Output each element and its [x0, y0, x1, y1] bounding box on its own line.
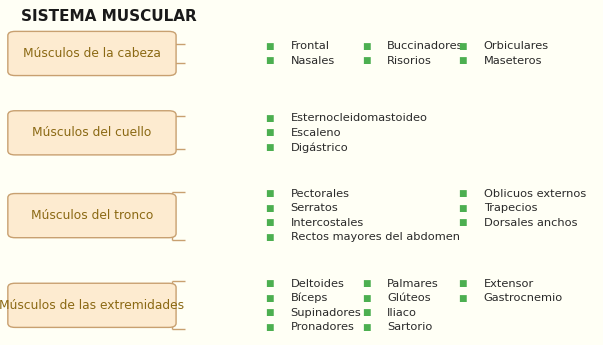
- Text: ■: ■: [362, 323, 370, 332]
- Text: ■: ■: [265, 308, 274, 317]
- Text: ■: ■: [362, 308, 370, 317]
- Text: Frontal: Frontal: [291, 41, 330, 51]
- Text: ■: ■: [362, 56, 370, 65]
- Text: ■: ■: [458, 189, 467, 198]
- Text: ■: ■: [265, 143, 274, 152]
- Text: Dorsales anchos: Dorsales anchos: [484, 218, 577, 228]
- Text: ■: ■: [265, 233, 274, 242]
- Text: Músculos de las extremidades: Músculos de las extremidades: [0, 299, 185, 312]
- Text: ■: ■: [458, 204, 467, 213]
- FancyBboxPatch shape: [8, 111, 176, 155]
- Text: SISTEMA MUSCULAR: SISTEMA MUSCULAR: [21, 9, 197, 23]
- Text: ■: ■: [265, 204, 274, 213]
- Text: Sartorio: Sartorio: [387, 322, 432, 332]
- Text: Serratos: Serratos: [291, 204, 338, 213]
- Text: ■: ■: [265, 218, 274, 227]
- Text: Palmares: Palmares: [387, 279, 439, 288]
- Text: ■: ■: [265, 42, 274, 51]
- Text: Extensor: Extensor: [484, 279, 534, 288]
- Text: Supinadores: Supinadores: [291, 308, 361, 317]
- FancyBboxPatch shape: [8, 283, 176, 327]
- Text: ■: ■: [458, 294, 467, 303]
- Text: ■: ■: [458, 56, 467, 65]
- Text: ■: ■: [362, 42, 370, 51]
- Text: Orbiculares: Orbiculares: [484, 41, 549, 51]
- Text: Buccinadores: Buccinadores: [387, 41, 464, 51]
- Text: ■: ■: [458, 218, 467, 227]
- Text: Oblicuos externos: Oblicuos externos: [484, 189, 586, 199]
- Text: Deltoides: Deltoides: [291, 279, 344, 288]
- Text: Nasales: Nasales: [291, 56, 335, 66]
- Text: ■: ■: [362, 294, 370, 303]
- Text: Pectorales: Pectorales: [291, 189, 350, 199]
- Text: Digástrico: Digástrico: [291, 142, 349, 152]
- Text: ■: ■: [265, 189, 274, 198]
- Text: ■: ■: [458, 279, 467, 288]
- Text: Pronadores: Pronadores: [291, 322, 355, 332]
- Text: Intercostales: Intercostales: [291, 218, 364, 228]
- FancyBboxPatch shape: [8, 31, 176, 76]
- Text: Risorios: Risorios: [387, 56, 432, 66]
- Text: Iliaco: Iliaco: [387, 308, 417, 317]
- Text: Músculos del tronco: Músculos del tronco: [31, 209, 153, 222]
- Text: ■: ■: [265, 128, 274, 137]
- Text: Bíceps: Bíceps: [291, 293, 328, 303]
- Text: Músculos de la cabeza: Músculos de la cabeza: [23, 47, 161, 60]
- Text: ■: ■: [265, 114, 274, 123]
- Text: ■: ■: [265, 294, 274, 303]
- Text: Esternocleidomastoideo: Esternocleidomastoideo: [291, 114, 428, 123]
- Text: ■: ■: [458, 42, 467, 51]
- Text: Trapecios: Trapecios: [484, 204, 537, 213]
- Text: ■: ■: [362, 279, 370, 288]
- FancyBboxPatch shape: [8, 194, 176, 238]
- Text: Rectos mayores del abdomen: Rectos mayores del abdomen: [291, 233, 459, 242]
- Text: Músculos del cuello: Músculos del cuello: [33, 126, 151, 139]
- Text: Maseteros: Maseteros: [484, 56, 542, 66]
- Text: Escaleno: Escaleno: [291, 128, 341, 138]
- Text: Glúteos: Glúteos: [387, 293, 431, 303]
- Text: ■: ■: [265, 323, 274, 332]
- Text: ■: ■: [265, 56, 274, 65]
- Text: Gastrocnemio: Gastrocnemio: [484, 293, 563, 303]
- Text: ■: ■: [265, 279, 274, 288]
